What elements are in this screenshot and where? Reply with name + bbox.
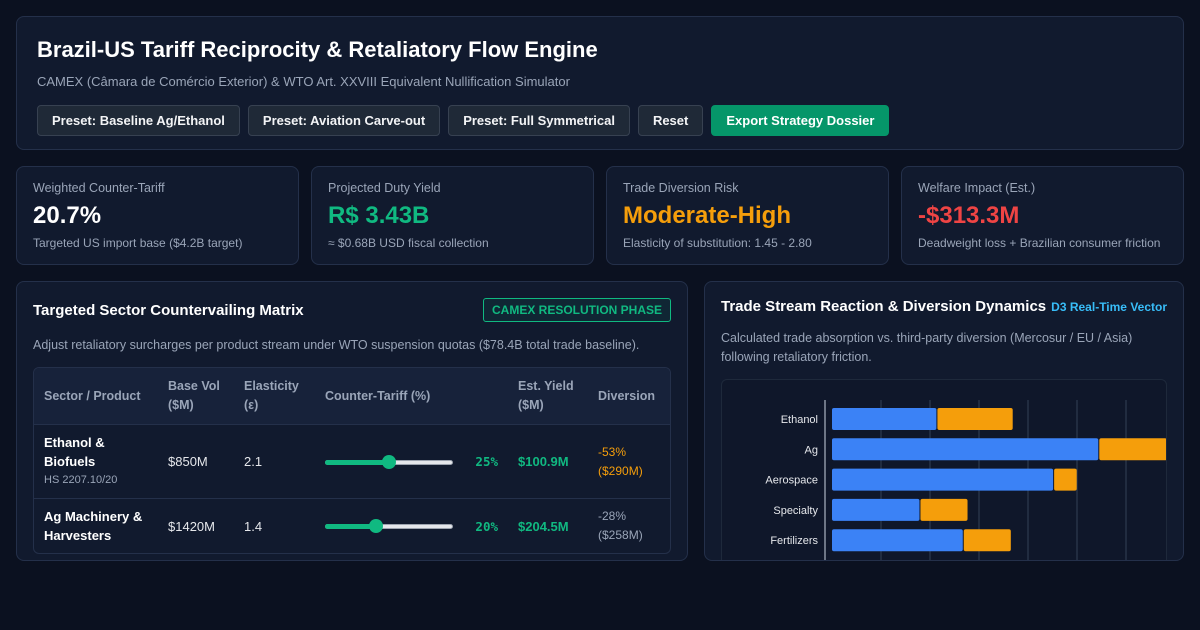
kpi-note: Targeted US import base ($4.2B target)	[33, 236, 243, 250]
kpi-label: Trade Diversion Risk	[623, 181, 739, 195]
header-panel: Brazil-US Tariff Reciprocity & Retaliato…	[16, 16, 1184, 150]
kpi-label: Weighted Counter-Tariff	[33, 181, 165, 195]
trade-stream-panel: Trade Stream Reaction & Diversion Dynami…	[704, 281, 1184, 561]
absorbed-bar[interactable]	[832, 498, 920, 521]
preset-baseline-button[interactable]: Preset: Baseline Ag/Ethanol	[37, 105, 240, 136]
stream-title: Trade Stream Reaction & Diversion Dynami…	[721, 298, 1047, 315]
category-label: Aerospace	[765, 475, 818, 487]
category-label: Ag	[805, 444, 818, 456]
elasticity-value: 1.4	[234, 498, 315, 553]
matrix-description: Adjust retaliatory surcharges per produc…	[33, 338, 640, 352]
diversion-chart: Ethanol Ag Aerospace Specialty Fertilizers	[721, 379, 1167, 560]
preset-aviation-button[interactable]: Preset: Aviation Carve-out	[247, 105, 441, 136]
diverted-bar[interactable]	[1054, 468, 1077, 491]
diversion-amount: ($290M)	[598, 463, 643, 478]
category-label: Ethanol	[781, 414, 818, 426]
kpi-diversion-risk: Trade Diversion Risk Moderate-High Elast…	[606, 166, 889, 265]
page-subtitle: CAMEX (Câmara de Comércio Exterior) & WT…	[37, 74, 570, 89]
tariff-slider[interactable]	[325, 519, 453, 533]
table-row: Ethanol & Biofuels HS 2207.10/20 $850M 2…	[34, 424, 670, 499]
tariff-slider[interactable]	[325, 454, 453, 469]
diverted-bar[interactable]	[920, 498, 968, 521]
kpi-value: 20.7%	[33, 202, 102, 229]
phase-badge: CAMEX RESOLUTION PHASE	[482, 298, 671, 322]
tariff-percent: 25%	[475, 454, 498, 469]
slider-thumb[interactable]	[369, 519, 384, 533]
table-row: Ag Machinery & Harvesters $1420M 1.4 20%…	[34, 498, 670, 553]
col-elasticity: Elasticity (ε)	[234, 368, 315, 425]
sector-table: Sector / Product Base Vol ($M) Elasticit…	[33, 367, 671, 554]
base-volume: $1420M	[158, 498, 234, 553]
est-yield: $100.9M	[508, 424, 588, 499]
absorbed-bar[interactable]	[832, 529, 963, 552]
diversion-amount: ($258M)	[598, 528, 643, 542]
tariff-percent: 20%	[475, 518, 498, 534]
est-yield: $204.5M	[508, 498, 588, 553]
diversion-chart-svg: Ethanol Ag Aerospace Specialty Fertilizers	[765, 400, 1167, 560]
elasticity-value: 2.1	[234, 424, 315, 499]
kpi-value: Moderate-High	[623, 202, 791, 229]
hs-code: HS 2207.10/20	[44, 474, 118, 486]
slider-thumb[interactable]	[382, 454, 396, 469]
col-base-vol: Base Vol ($M)	[158, 368, 234, 425]
category-label: Fertilizers	[770, 535, 818, 547]
page-title: Brazil-US Tariff Reciprocity & Retaliato…	[37, 37, 598, 62]
col-sector: Sector / Product	[34, 368, 158, 425]
reset-button[interactable]: Reset	[637, 105, 704, 136]
kpi-value: -$313.3M	[918, 202, 1020, 229]
absorbed-bar[interactable]	[832, 468, 1054, 491]
sector-name: Ag Machinery & Harvesters	[44, 509, 143, 543]
kpi-label: Projected Duty Yield	[328, 181, 441, 195]
kpi-value: R$ 3.43B	[328, 202, 430, 229]
kpi-counter-tariff: Weighted Counter-Tariff 20.7% Targeted U…	[16, 166, 299, 265]
diverted-bar[interactable]	[963, 529, 1011, 552]
sector-matrix-panel: Targeted Sector Countervailing Matrix CA…	[16, 281, 688, 561]
diverted-bar[interactable]	[1099, 438, 1167, 461]
col-diversion: Diversion	[588, 368, 670, 425]
realtime-tag: D3 Real-Time Vector	[1051, 299, 1167, 314]
kpi-duty-yield: Projected Duty Yield R$ 3.43B ≈ $0.68B U…	[311, 166, 594, 265]
diversion-percent: -28%	[598, 509, 627, 523]
kpi-note: Elasticity of substitution: 1.45 - 2.80	[623, 236, 812, 250]
diverted-bar[interactable]	[937, 408, 1013, 430]
base-volume: $850M	[158, 424, 234, 499]
sector-name: Ethanol & Biofuels	[44, 435, 105, 469]
kpi-welfare-impact: Welfare Impact (Est.) -$313.3M Deadweigh…	[901, 166, 1184, 265]
col-counter-tariff: Counter-Tariff (%)	[315, 368, 508, 425]
category-label: Specialty	[773, 505, 818, 517]
table-header-row: Sector / Product Base Vol ($M) Elasticit…	[34, 368, 670, 425]
preset-symmetrical-button[interactable]: Preset: Full Symmetrical	[448, 105, 630, 136]
matrix-title: Targeted Sector Countervailing Matrix	[33, 301, 304, 319]
absorbed-bar[interactable]	[832, 408, 937, 430]
kpi-note: ≈ $0.68B USD fiscal collection	[328, 236, 489, 250]
diversion-percent: -53%	[598, 444, 627, 459]
preset-toolbar: Preset: Baseline Ag/Ethanol Preset: Avia…	[37, 105, 1163, 136]
col-est-yield: Est. Yield ($M)	[508, 368, 588, 425]
export-dossier-button[interactable]: Export Strategy Dossier	[711, 105, 890, 136]
kpi-note: Deadweight loss + Brazilian consumer fri…	[918, 236, 1161, 250]
absorbed-bar[interactable]	[832, 438, 1099, 461]
kpi-label: Welfare Impact (Est.)	[918, 181, 1036, 195]
stream-description: Calculated trade absorption vs. third-pa…	[721, 331, 1133, 364]
